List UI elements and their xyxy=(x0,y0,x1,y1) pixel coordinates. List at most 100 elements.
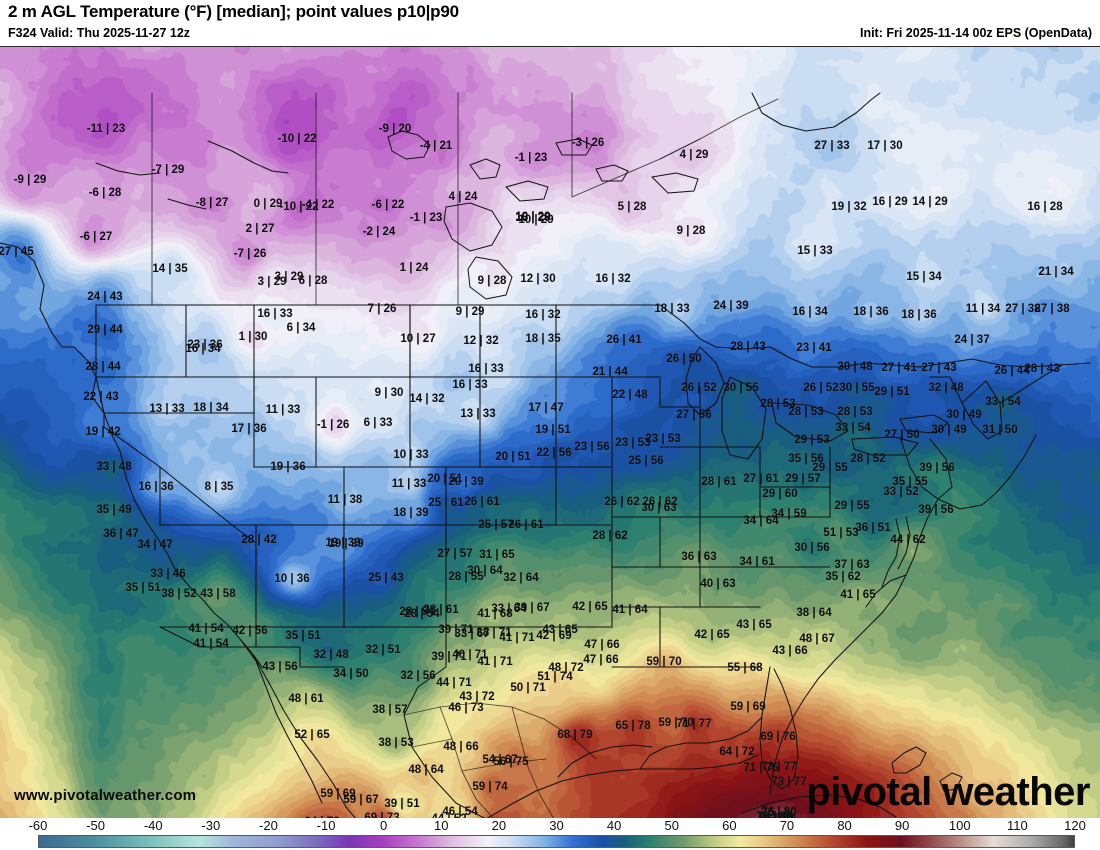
point-value-label: 23 | 53 xyxy=(645,433,681,445)
border-line xyxy=(659,304,1091,368)
valid-time-label: F324 Valid: Thu 2025-11-27 12z xyxy=(8,26,191,40)
point-value-label: 20 | 51 xyxy=(495,451,531,463)
point-value-label: 65 | 78 xyxy=(615,720,651,732)
point-value-label: 27 | 43 xyxy=(921,362,957,374)
point-value-label: 17 | 30 xyxy=(867,140,903,152)
colorbar-tick: 30 xyxy=(549,818,564,833)
point-value-label: 29 | 55 xyxy=(812,462,848,474)
point-value-label: 35 | 55 xyxy=(892,476,928,488)
point-value-label: 48 | 72 xyxy=(548,662,584,674)
border-line xyxy=(467,256,513,300)
point-value-label: 48 | 67 xyxy=(799,633,835,645)
point-value-label: 34 | 50 xyxy=(333,668,369,680)
colorbar-tick: 90 xyxy=(894,818,910,833)
point-value-label: 28 | 42 xyxy=(241,534,277,546)
point-value-label: -4 | 22 xyxy=(301,199,335,211)
border-line xyxy=(759,666,799,790)
point-value-label: 69 | 76 xyxy=(760,731,796,743)
point-value-label: 76 | 80 xyxy=(761,806,797,818)
point-value-label: -6 | 22 xyxy=(371,199,405,211)
point-value-label: 42 | 69 xyxy=(536,630,572,642)
border-line xyxy=(751,92,881,132)
point-value-label: 19 | 51 xyxy=(535,424,571,436)
point-value-label: 28 | 54 xyxy=(399,606,435,618)
point-value-label: -1 | 26 xyxy=(316,419,350,431)
point-value-label: 23 | 36 xyxy=(187,339,223,351)
border-line xyxy=(639,716,763,770)
point-value-label: 38 | 57 xyxy=(372,704,408,716)
map-viewport[interactable]: -11 | 23 -9 | 29 -6 | 28 -6 | 27 -7 | 29 -8 |… xyxy=(0,46,1100,818)
point-value-label: 51 | 74 xyxy=(537,671,573,683)
point-value-label: 16 | 33 xyxy=(257,308,293,320)
point-value-label: 59 | 67 xyxy=(343,794,379,806)
point-value-label: 46 | 54 xyxy=(442,806,478,818)
border-line xyxy=(865,574,907,608)
point-value-label: 16 | 28 xyxy=(1027,201,1063,213)
point-value-label: 36 | 51 xyxy=(855,522,891,534)
border-line xyxy=(939,772,963,792)
point-value-label: 64 | 72 xyxy=(304,816,339,818)
point-value-label: 11 | 33 xyxy=(265,404,301,416)
point-value-label: -2 | 24 xyxy=(362,226,396,238)
point-value-label: 29 | 44 xyxy=(87,324,123,336)
colorbar-tick: -20 xyxy=(259,818,278,833)
point-value-label: 76 | 80 xyxy=(756,811,792,818)
point-value-label: -6 | 28 xyxy=(88,187,122,199)
point-value-label: -7 | 29 xyxy=(151,164,185,176)
border-line xyxy=(387,130,431,160)
point-value-label: 15 | 34 xyxy=(906,271,942,283)
point-value-label: 26 | 62 xyxy=(604,496,640,508)
point-value-label: 16 | 33 xyxy=(468,363,504,375)
border-line xyxy=(881,518,901,588)
point-value-label: 26 | 52 xyxy=(803,382,839,394)
point-value-label: 16 | 32 xyxy=(525,309,561,321)
point-value-label: -9 | 29 xyxy=(13,174,47,186)
point-value-label: 28 | 52 xyxy=(850,453,886,465)
point-value-label: 76 | 80 xyxy=(757,811,793,818)
point-value-label: -9 | 20 xyxy=(378,123,412,135)
point-value-label: 41 | 71 xyxy=(499,632,535,644)
point-value-label: 30 | 55 xyxy=(723,382,759,394)
point-value-label: 33 | 52 xyxy=(883,486,919,498)
point-value-label: 21 | 44 xyxy=(592,366,628,378)
point-value-label: 41 | 65 xyxy=(840,589,876,601)
border-line xyxy=(937,434,1037,510)
border-line xyxy=(0,242,263,668)
border-line xyxy=(511,706,554,818)
colorbar-tick: -50 xyxy=(86,818,106,833)
colorbar-tick: -60 xyxy=(28,818,48,833)
point-value-label: 9 | 30 xyxy=(374,387,404,399)
point-value-label: 33 | 54 xyxy=(835,422,871,434)
point-value-label: 5 | 28 xyxy=(617,201,647,213)
point-value-label: 32 | 48 xyxy=(313,649,349,661)
point-value-label: 14 | 29 xyxy=(912,196,948,208)
point-value-label: 64 | 72 xyxy=(719,746,755,758)
border-line xyxy=(721,376,767,460)
colorbar-tick: 80 xyxy=(837,818,852,833)
border-line xyxy=(159,466,257,526)
point-value-label: 28 | 53 xyxy=(788,406,824,418)
point-value-label: 34 | 64 xyxy=(743,515,779,527)
init-time-label: Init: Fri 2025-11-14 00z EPS (OpenData) xyxy=(859,26,1092,40)
point-value-label: 19 | 39 xyxy=(328,538,364,550)
point-value-label: 28 | 62 xyxy=(592,530,628,542)
point-value-label: 26 | 41 xyxy=(606,334,642,346)
point-value-label: 30 | 64 xyxy=(467,565,503,577)
point-value-label: 27 | 33 xyxy=(814,140,850,152)
point-value-label: 43 | 66 xyxy=(772,645,808,657)
point-value-label: -8 | 27 xyxy=(195,197,229,209)
point-value-label: 27 | 56 xyxy=(676,409,712,421)
border-line xyxy=(167,198,207,210)
point-value-label: 30 | 49 xyxy=(931,424,967,436)
point-value-label: 27 | 45 xyxy=(0,246,34,258)
point-value-label: -3 | 26 xyxy=(571,137,605,149)
point-value-label: -6 | 27 xyxy=(79,231,113,243)
colorbar-tick: 120 xyxy=(1064,818,1086,833)
point-value-label: 39 | 56 xyxy=(919,462,955,474)
border-line xyxy=(411,738,453,748)
point-value-label: 34 | 59 xyxy=(771,508,807,520)
point-value-label: 48 | 64 xyxy=(408,764,444,776)
point-value-label: 34 | 61 xyxy=(739,556,775,568)
point-value-label: 30 | 55 xyxy=(839,382,875,394)
point-value-label: 27 | 41 xyxy=(881,362,917,374)
